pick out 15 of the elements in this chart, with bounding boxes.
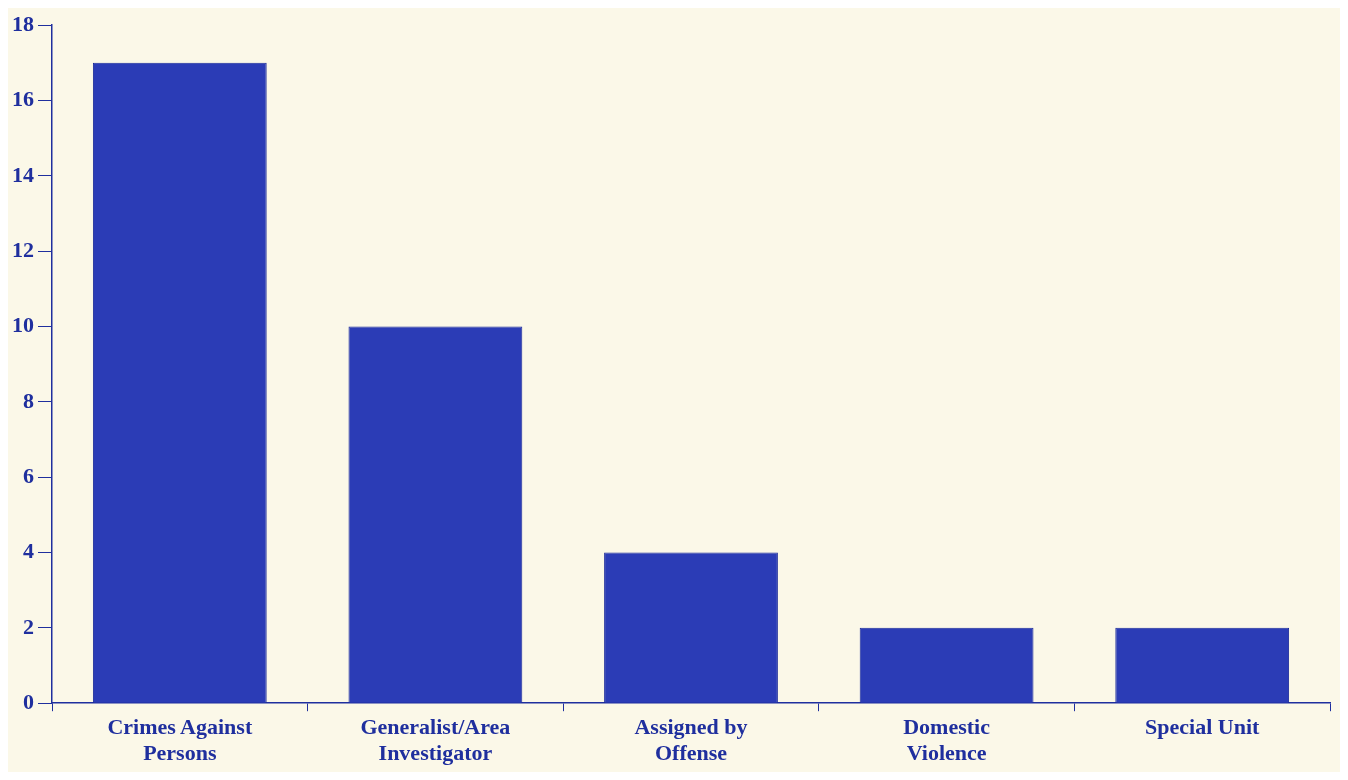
y-tick-label: 2 xyxy=(23,613,34,639)
y-tick-label: 14 xyxy=(12,161,34,187)
y-tick-label: 10 xyxy=(12,312,34,338)
x-tick-label: Generalist/Area Investigator xyxy=(360,714,511,766)
y-tick-label: 12 xyxy=(12,236,34,262)
x-tick-label: Assigned by Offense xyxy=(634,714,748,766)
y-tick-label: 4 xyxy=(23,538,34,564)
x-tick-label: Crimes Against Persons xyxy=(107,714,253,766)
y-tick-label: 8 xyxy=(23,387,34,413)
y-tick-label: 18 xyxy=(12,10,34,36)
x-tick-label: Special Unit xyxy=(1145,714,1261,740)
y-tick-label: 16 xyxy=(12,86,34,112)
x-tick-label: Domestic Violence xyxy=(903,714,991,766)
y-tick-label: 0 xyxy=(23,688,34,714)
y-tick-label: 6 xyxy=(23,462,34,488)
